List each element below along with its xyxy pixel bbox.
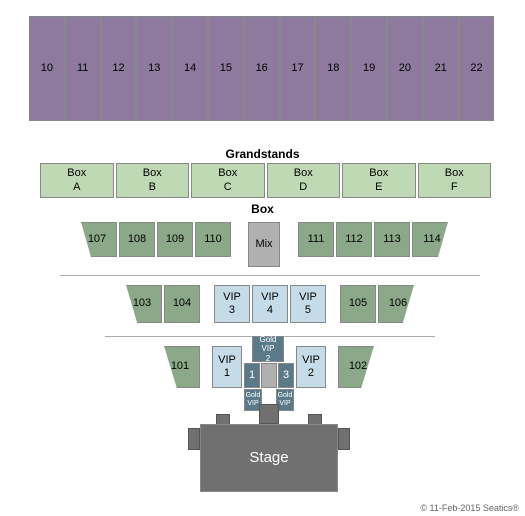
section-101[interactable]: 101 (160, 346, 200, 388)
section-VIP-5[interactable]: VIP5 (290, 285, 326, 323)
section-108[interactable]: 108 (119, 222, 155, 257)
grandstand-15[interactable]: 15 (208, 16, 244, 121)
stage-label: Stage (249, 449, 288, 467)
section-104[interactable]: 104 (164, 285, 200, 323)
section-VIP-4[interactable]: VIP4 (252, 285, 288, 323)
stage-protrusion (188, 428, 200, 450)
box-C[interactable]: BoxC (191, 163, 265, 198)
box-B[interactable]: BoxB (116, 163, 190, 198)
grandstand-18[interactable]: 18 (315, 16, 351, 121)
copyright-text: © 11-Feb-2015 Seatics® (420, 503, 519, 513)
box-E[interactable]: BoxE (342, 163, 416, 198)
grandstand-21[interactable]: 21 (423, 16, 459, 121)
section-112[interactable]: 112 (336, 222, 372, 257)
section-Mix[interactable]: Mix (248, 222, 280, 267)
grandstand-11[interactable]: 11 (65, 16, 101, 121)
divider-line (60, 275, 480, 276)
section-109[interactable]: 109 (157, 222, 193, 257)
section-114[interactable]: 114 (412, 222, 452, 257)
stage-protrusion (338, 428, 350, 450)
grandstand-10[interactable]: 10 (29, 16, 65, 121)
section-103[interactable]: 103 (122, 285, 162, 323)
grandstand-13[interactable]: 13 (136, 16, 172, 121)
section-VIP-1[interactable]: VIP1 (212, 346, 242, 388)
section-113[interactable]: 113 (374, 222, 410, 257)
box-D[interactable]: BoxD (267, 163, 341, 198)
section-102[interactable]: 102 (338, 346, 378, 388)
box-label: Box (0, 202, 525, 216)
section-110[interactable]: 110 (195, 222, 231, 257)
seating-chart: { "colors": { "grandstand": "#8d7a9e", "… (0, 0, 525, 516)
grandstand-22[interactable]: 22 (459, 16, 495, 121)
section-3[interactable]: 3 (278, 363, 294, 388)
grandstand-12[interactable]: 12 (101, 16, 137, 121)
section-VIP-2[interactable]: VIP2 (296, 346, 326, 388)
grandstand-19[interactable]: 19 (351, 16, 387, 121)
section-mix[interactable] (261, 363, 277, 388)
grandstands-label: Grandstands (0, 147, 525, 161)
section-106[interactable]: 106 (378, 285, 418, 323)
stage: Stage (200, 424, 338, 492)
section-111[interactable]: 111 (298, 222, 334, 257)
section-Gold-VIP-2[interactable]: GoldVIP2 (252, 336, 284, 362)
section-1[interactable]: 1 (244, 363, 260, 388)
section-VIP-3[interactable]: VIP3 (214, 285, 250, 323)
section-105[interactable]: 105 (340, 285, 376, 323)
stage-protrusion (259, 404, 279, 424)
grandstand-17[interactable]: 17 (280, 16, 316, 121)
box-A[interactable]: BoxA (40, 163, 114, 198)
section-107[interactable]: 107 (77, 222, 117, 257)
grandstand-16[interactable]: 16 (244, 16, 280, 121)
box-F[interactable]: BoxF (418, 163, 492, 198)
grandstand-20[interactable]: 20 (387, 16, 423, 121)
grandstand-14[interactable]: 14 (172, 16, 208, 121)
